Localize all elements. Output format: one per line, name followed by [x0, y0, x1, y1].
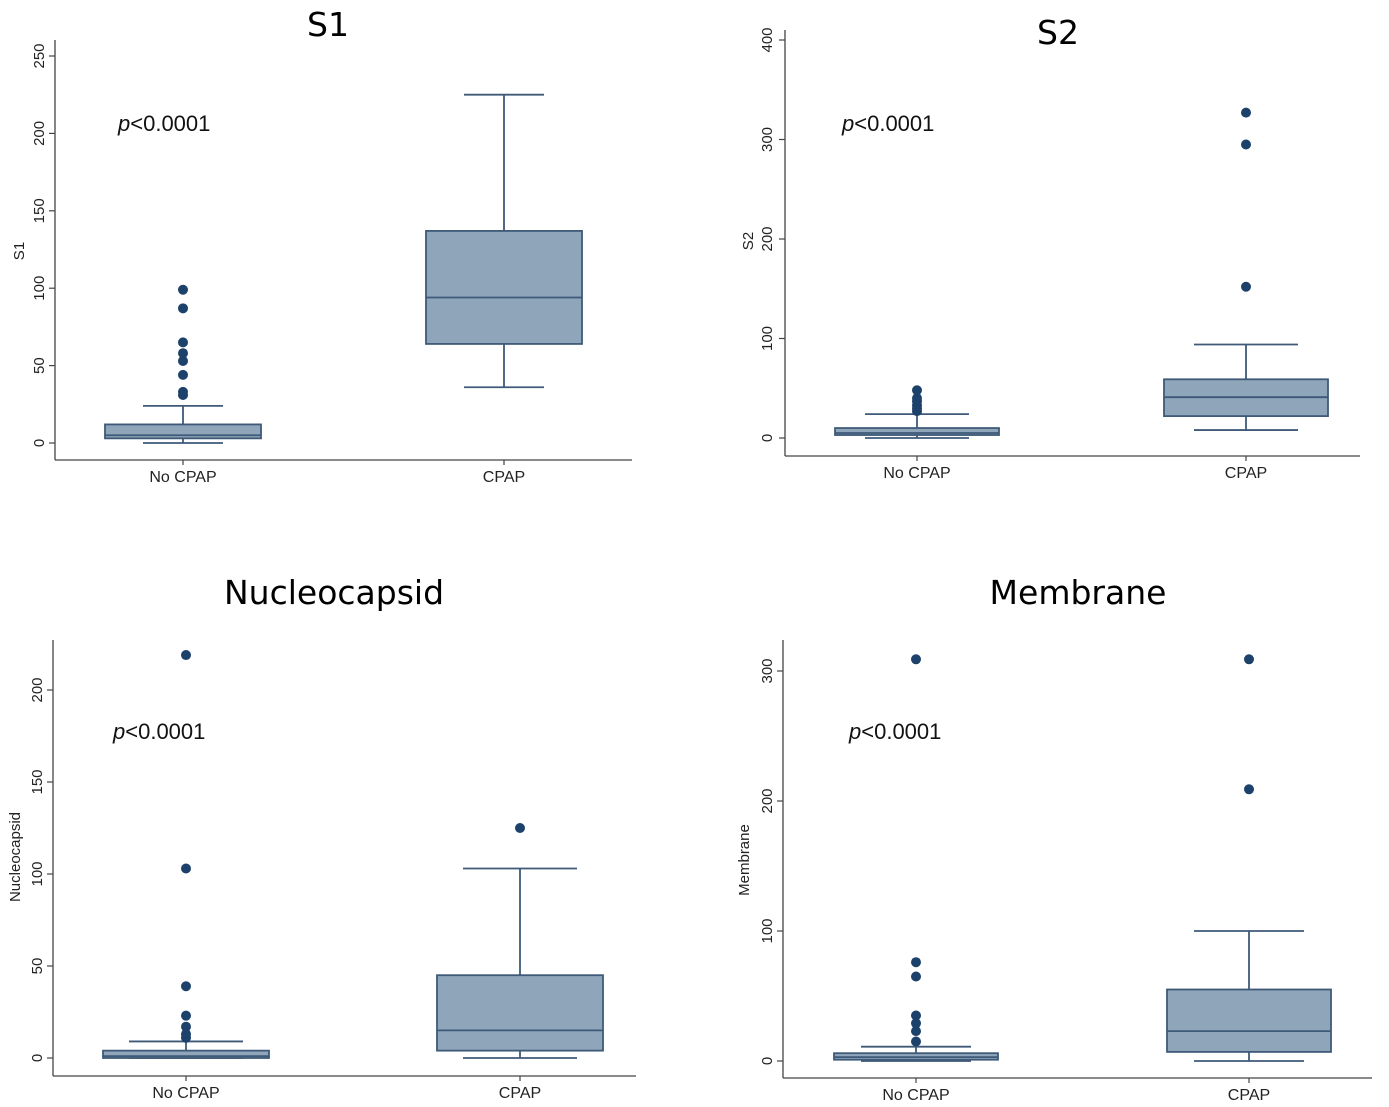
- outlier-point: [181, 650, 191, 661]
- y-tick-label: 250: [31, 43, 48, 68]
- iqr-box: [436, 974, 604, 1052]
- outlier-point: [1241, 139, 1251, 150]
- p-value-text: <0.0001: [861, 719, 941, 744]
- outlier-point: [181, 1021, 191, 1032]
- outlier-point: [178, 303, 188, 314]
- x-category-label: No CPAP: [149, 469, 216, 486]
- y-tick-label: 0: [29, 1054, 46, 1062]
- outlier-point: [1241, 281, 1251, 292]
- outlier-point: [178, 337, 188, 348]
- box-group-cpap: [425, 93, 583, 389]
- outlier-point: [181, 1010, 191, 1021]
- chart-panel-4: Membrane 0 100 200 300 Membrane No CPAP CPAP p<0…: [736, 573, 1372, 1104]
- y-tick-label: 150: [31, 198, 48, 223]
- outlier-point: [181, 863, 191, 874]
- chart-title: S2: [1037, 13, 1079, 52]
- y-tick-label: 100: [29, 861, 46, 886]
- outlier-point: [181, 981, 191, 992]
- outlier-point: [912, 393, 922, 404]
- y-axis-label: Membrane: [736, 824, 753, 896]
- box-group-no-cpap: [102, 650, 270, 1059]
- outlier-point: [911, 971, 921, 982]
- outlier-point: [1241, 107, 1251, 118]
- y-tick-label: 150: [29, 769, 46, 794]
- y-axis-label: Nucleocapsid: [7, 812, 24, 902]
- y-tick-label: 0: [31, 439, 48, 447]
- outlier-point: [181, 1029, 191, 1040]
- y-tick-label: 100: [31, 276, 48, 301]
- chart-panel-2: S2 0 100 200 300 400 S2 No CPAP CPAP p<0.0001: [740, 13, 1360, 482]
- y-tick-label: 200: [29, 677, 46, 702]
- outlier-point: [911, 1018, 921, 1029]
- y-tick-label: 300: [759, 658, 776, 683]
- iqr-box: [1166, 988, 1332, 1053]
- p-value-text: <0.0001: [854, 111, 934, 136]
- outlier-point: [911, 957, 921, 968]
- outlier-point: [911, 1026, 921, 1037]
- chart-panel-3: Nucleocapsid 0 50 100 150 200 Nucleocapsid No C…: [7, 573, 636, 1102]
- p-value-symbol: p: [848, 719, 861, 744]
- outlier-point: [178, 355, 188, 366]
- p-value-text: <0.0001: [130, 111, 210, 136]
- y-tick-label: 400: [759, 27, 776, 52]
- box-group-cpap: [436, 823, 604, 1059]
- y-tick-label: 50: [29, 958, 46, 975]
- chart-title: Nucleocapsid: [224, 573, 444, 612]
- box-group-no-cpap: [104, 284, 262, 444]
- y-tick-label: 200: [759, 788, 776, 813]
- p-value-symbol: p: [841, 111, 854, 136]
- outlier-point: [1244, 784, 1254, 795]
- outlier-point: [178, 348, 188, 359]
- box-group-cpap: [1166, 654, 1332, 1062]
- p-value-symbol: p: [117, 111, 130, 136]
- p-value-annotation: p<0.0001: [112, 719, 205, 744]
- iqr-box: [425, 230, 583, 345]
- box-group-cpap: [1163, 107, 1329, 431]
- chart-title: Membrane: [990, 573, 1167, 612]
- x-category-label: CPAP: [483, 469, 525, 486]
- outlier-point: [911, 1036, 921, 1047]
- box-group-no-cpap: [833, 654, 999, 1062]
- y-tick-label: 100: [759, 326, 776, 351]
- chart-title: S1: [307, 5, 349, 44]
- p-value-text: <0.0001: [125, 719, 205, 744]
- outlier-point: [178, 369, 188, 380]
- x-category-label: CPAP: [1225, 465, 1267, 482]
- y-axis-label: S2: [740, 232, 757, 250]
- y-tick-label: 200: [759, 226, 776, 251]
- box-group-no-cpap: [834, 385, 1000, 439]
- p-value-symbol: p: [112, 719, 125, 744]
- p-value-annotation: p<0.0001: [848, 719, 941, 744]
- chart-panel-1: S1 0 50 100 150 200 250 S1 No CPAP CPAP p<0.0001: [11, 5, 632, 486]
- outlier-point: [178, 284, 188, 295]
- outlier-point: [178, 386, 188, 397]
- x-category-label: No CPAP: [883, 465, 950, 482]
- iqr-box: [102, 1049, 270, 1059]
- x-category-label: No CPAP: [152, 1085, 219, 1102]
- iqr-box: [834, 427, 1000, 436]
- x-category-label: CPAP: [499, 1085, 541, 1102]
- outlier-point: [912, 385, 922, 396]
- y-tick-label: 100: [759, 918, 776, 943]
- outlier-point: [1244, 654, 1254, 665]
- y-axis-label: S1: [11, 242, 28, 260]
- outlier-point: [911, 654, 921, 665]
- x-category-label: CPAP: [1228, 1087, 1270, 1104]
- y-tick-label: 300: [759, 127, 776, 152]
- iqr-box: [104, 423, 262, 440]
- p-value-annotation: p<0.0001: [841, 111, 934, 136]
- x-category-label: No CPAP: [882, 1087, 949, 1104]
- outlier-point: [911, 1010, 921, 1021]
- y-tick-label: 0: [759, 1057, 776, 1065]
- p-value-annotation: p<0.0001: [117, 111, 210, 136]
- y-tick-label: 200: [31, 121, 48, 146]
- y-tick-label: 0: [759, 434, 776, 442]
- y-tick-label: 50: [31, 357, 48, 374]
- outlier-point: [515, 823, 525, 833]
